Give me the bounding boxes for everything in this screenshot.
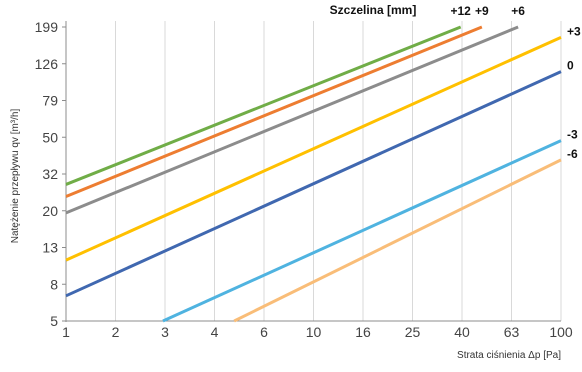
series-lines (65, 25, 562, 323)
x-tick-label: 3 (161, 324, 169, 340)
y-tick-label: 50 (42, 129, 58, 145)
y-tick-label: 126 (35, 56, 59, 72)
y-tick-label: 20 (42, 203, 58, 219)
series-label: +3 (567, 24, 581, 38)
series-line (65, 35, 562, 262)
series-line (65, 25, 519, 215)
series-labels: +12 +9 +6 +3 0 -3 -6 (450, 4, 581, 161)
y-tick-label: 199 (35, 19, 59, 35)
y-tick-label: 5 (50, 313, 58, 329)
series-label: 0 (567, 59, 574, 73)
series-line (162, 139, 562, 323)
x-axis-title: Strata ciśnienia Δp [Pa] (457, 350, 561, 361)
series-label: -6 (567, 147, 578, 161)
x-tick-label: 16 (355, 324, 371, 340)
series-line (65, 70, 562, 298)
x-tick-label: 63 (504, 324, 520, 340)
series-line (233, 158, 562, 323)
x-tick-label: 1 (62, 324, 70, 340)
axes (62, 21, 561, 322)
x-tick-label: 4 (211, 324, 219, 340)
x-tick-label: 25 (405, 324, 421, 340)
y-tick-label: 32 (42, 166, 58, 182)
series-label: +12 (450, 4, 471, 18)
x-tick-labels: 1 2 3 4 6 10 16 25 40 63 100 (62, 324, 573, 340)
y-tick-label: 79 (42, 93, 58, 109)
y-tick-label: 8 (50, 276, 58, 292)
y-axis-title: Natężenie przepływu qv [m³/h] (10, 109, 21, 244)
x-tick-label: 40 (454, 324, 470, 340)
legend-title: Szczelina [mm] (330, 3, 417, 17)
x-tick-label: 100 (549, 324, 573, 340)
series-line (65, 25, 462, 186)
series-line (65, 25, 483, 198)
x-tick-label: 6 (260, 324, 268, 340)
series-label: +9 (475, 4, 489, 18)
y-tick-labels: 5 8 13 20 32 50 79 126 199 (35, 19, 59, 329)
series-label: -3 (567, 128, 578, 142)
x-tick-label: 10 (306, 324, 322, 340)
series-label: +6 (511, 4, 525, 18)
y-tick-label: 13 (42, 240, 58, 256)
x-tick-label: 2 (112, 324, 120, 340)
